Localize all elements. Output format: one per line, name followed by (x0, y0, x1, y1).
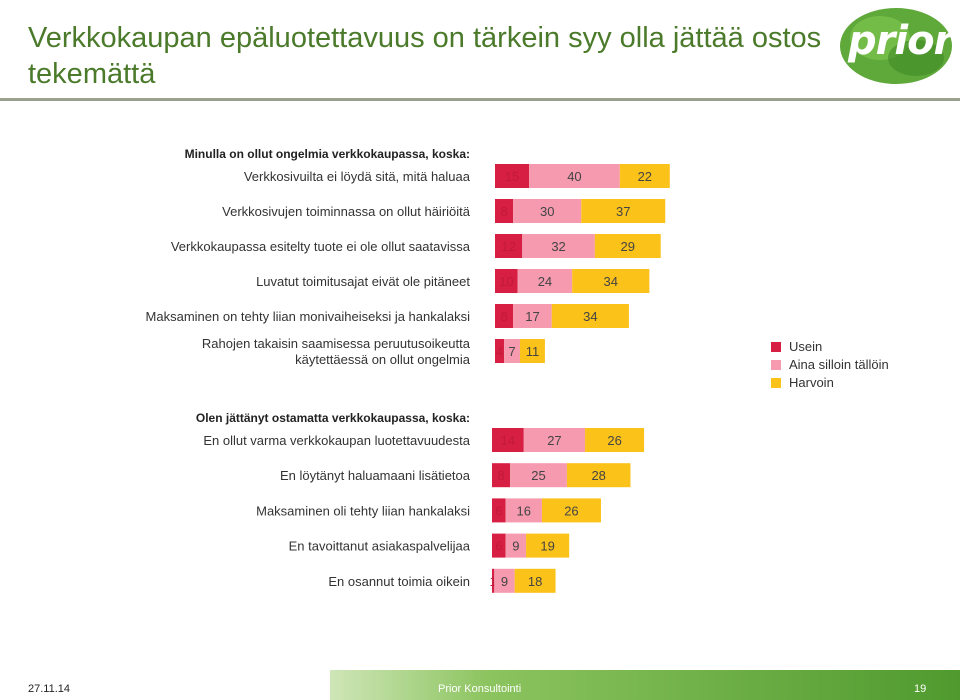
data-label: 8 (500, 204, 507, 219)
category-label: En löytänyt haluamaani lisätietoa (280, 468, 471, 483)
data-label: 29 (621, 239, 635, 254)
data-label: 24 (538, 274, 552, 289)
bar-segment-usein (492, 568, 495, 593)
page-title: Verkkokaupan epäluotettavuus on tärkein … (28, 22, 822, 90)
data-label: 30 (540, 204, 554, 219)
bar-segment-usein (495, 339, 505, 363)
bar-segment-aina-silloin-tällöin (522, 234, 595, 258)
data-label: 8 (500, 309, 507, 324)
bar-segment-aina-silloin-tällöin (505, 498, 542, 523)
legend-swatch (771, 342, 781, 352)
bar-segment-usein (492, 463, 511, 488)
legend-entry: Usein (789, 339, 822, 354)
data-label: 15 (505, 169, 519, 184)
category-label: Verkkosivuilta ei löydä sitä, mitä halua… (244, 169, 471, 184)
bar-segment-harvoin (526, 533, 570, 558)
category-label: Maksaminen on tehty liian monivaiheiseks… (146, 309, 471, 324)
category-label: Verkkokaupassa esitelty tuote ei ole oll… (171, 239, 471, 254)
category-label: En ollut varma verkkokaupan luotettavuud… (203, 433, 470, 448)
data-label: 25 (531, 468, 545, 483)
bar-segment-harvoin (514, 568, 556, 593)
bar-segment-aina-silloin-tällöin (513, 304, 552, 328)
footer-leaf-band (330, 670, 960, 700)
data-label: 17 (525, 309, 539, 324)
data-label: 10 (499, 274, 513, 289)
prior-logo: prior (848, 18, 953, 64)
data-label: 27 (547, 433, 561, 448)
bar-segment-harvoin (541, 498, 601, 523)
logo-leaf-background (840, 8, 952, 84)
data-label: 6 (495, 503, 502, 518)
bar-segment-aina-silloin-tällöin (505, 533, 527, 558)
bar-segment-harvoin (551, 304, 629, 328)
category-label: Rahojen takaisin saamisessa peruutusoike… (202, 336, 471, 351)
data-label: 1 (490, 574, 497, 589)
data-label: 4 (496, 344, 503, 359)
category-label: Luvatut toimitusajat eivät ole pitäneet (256, 274, 470, 289)
bar-segment-aina-silloin-tällöin (510, 463, 567, 488)
footer-organization: Prior Konsultointi (438, 683, 522, 695)
bar-segment-harvoin (519, 339, 545, 363)
bar-segment-aina-silloin-tällöin (517, 269, 573, 293)
data-label: 40 (567, 169, 581, 184)
footer-page-number: 19 (914, 683, 927, 695)
legend-entry: Harvoin (789, 375, 834, 390)
bar-segment-usein (495, 164, 530, 188)
bar-segment-harvoin (594, 234, 661, 258)
data-label: 34 (583, 309, 597, 324)
stacked-bar-chart: Minulla on ollut ongelmia verkkokaupassa… (146, 147, 889, 593)
data-label: 22 (638, 169, 652, 184)
bar-segment-aina-silloin-tällöin (504, 339, 520, 363)
bar-segment-usein (492, 428, 524, 452)
data-label: 9 (501, 574, 508, 589)
category-label: Maksaminen oli tehty liian hankalaksi (256, 503, 470, 518)
bar-segment-aina-silloin-tällöin (494, 568, 515, 593)
data-label: 26 (564, 503, 578, 518)
bar-segment-usein (495, 199, 514, 223)
category-label: Verkkosivujen toiminnassa on ollut häiri… (222, 204, 471, 219)
data-label: 8 (497, 468, 504, 483)
bar-segment-harvoin (566, 463, 631, 488)
legend-entry: Aina silloin tällöin (789, 357, 889, 372)
title-divider (0, 98, 960, 101)
bar-segment-harvoin (572, 269, 650, 293)
bar-segment-harvoin (585, 428, 645, 452)
data-label: 26 (607, 433, 621, 448)
category-label: En osannut toimia oikein (328, 574, 470, 589)
footer-date: 27.11.14 (28, 683, 71, 695)
group-heading: Olen jättänyt ostamatta verkkokaupassa, … (196, 411, 470, 425)
data-label: 18 (528, 574, 542, 589)
bar-segment-aina-silloin-tällöin (523, 428, 586, 452)
data-label: 19 (540, 539, 554, 554)
bar-segment-usein (492, 533, 506, 558)
bar-segment-aina-silloin-tällöin (513, 199, 582, 223)
data-label: 16 (517, 503, 531, 518)
data-label: 34 (604, 274, 618, 289)
data-label: 37 (616, 204, 630, 219)
bar-segment-usein (492, 498, 506, 523)
legend-swatch (771, 378, 781, 388)
legend-swatch (771, 360, 781, 370)
bar-segment-usein (495, 234, 523, 258)
data-label: 9 (512, 539, 519, 554)
category-label: En tavoittanut asiakaspalvelijaa (289, 539, 471, 554)
data-label: 6 (495, 539, 502, 554)
data-label: 7 (508, 344, 515, 359)
bar-segment-usein (495, 269, 518, 293)
data-label: 14 (501, 433, 515, 448)
data-label: 28 (591, 468, 605, 483)
bar-segment-harvoin (619, 164, 670, 188)
group-heading: Minulla on ollut ongelmia verkkokaupassa… (185, 147, 470, 161)
data-label: 11 (526, 344, 540, 359)
data-label: 32 (551, 239, 565, 254)
category-label: käytettäessä on ollut ongelmia (295, 352, 471, 367)
bar-segment-usein (495, 304, 514, 328)
bar-segment-harvoin (581, 199, 666, 223)
bar-segment-aina-silloin-tällöin (529, 164, 620, 188)
data-label: 12 (501, 239, 515, 254)
